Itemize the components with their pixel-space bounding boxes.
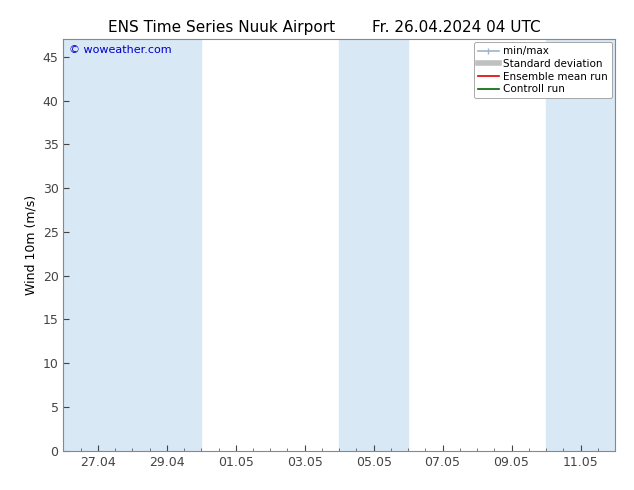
Text: Fr. 26.04.2024 04 UTC: Fr. 26.04.2024 04 UTC — [372, 20, 541, 35]
Bar — [546, 39, 615, 451]
Text: © woweather.com: © woweather.com — [69, 46, 172, 55]
Text: ENS Time Series Nuuk Airport: ENS Time Series Nuuk Airport — [108, 20, 335, 35]
Bar — [63, 39, 133, 451]
Y-axis label: Wind 10m (m/s): Wind 10m (m/s) — [24, 195, 37, 295]
Bar — [133, 39, 202, 451]
Legend: min/max, Standard deviation, Ensemble mean run, Controll run: min/max, Standard deviation, Ensemble me… — [474, 42, 612, 98]
Bar — [339, 39, 408, 451]
